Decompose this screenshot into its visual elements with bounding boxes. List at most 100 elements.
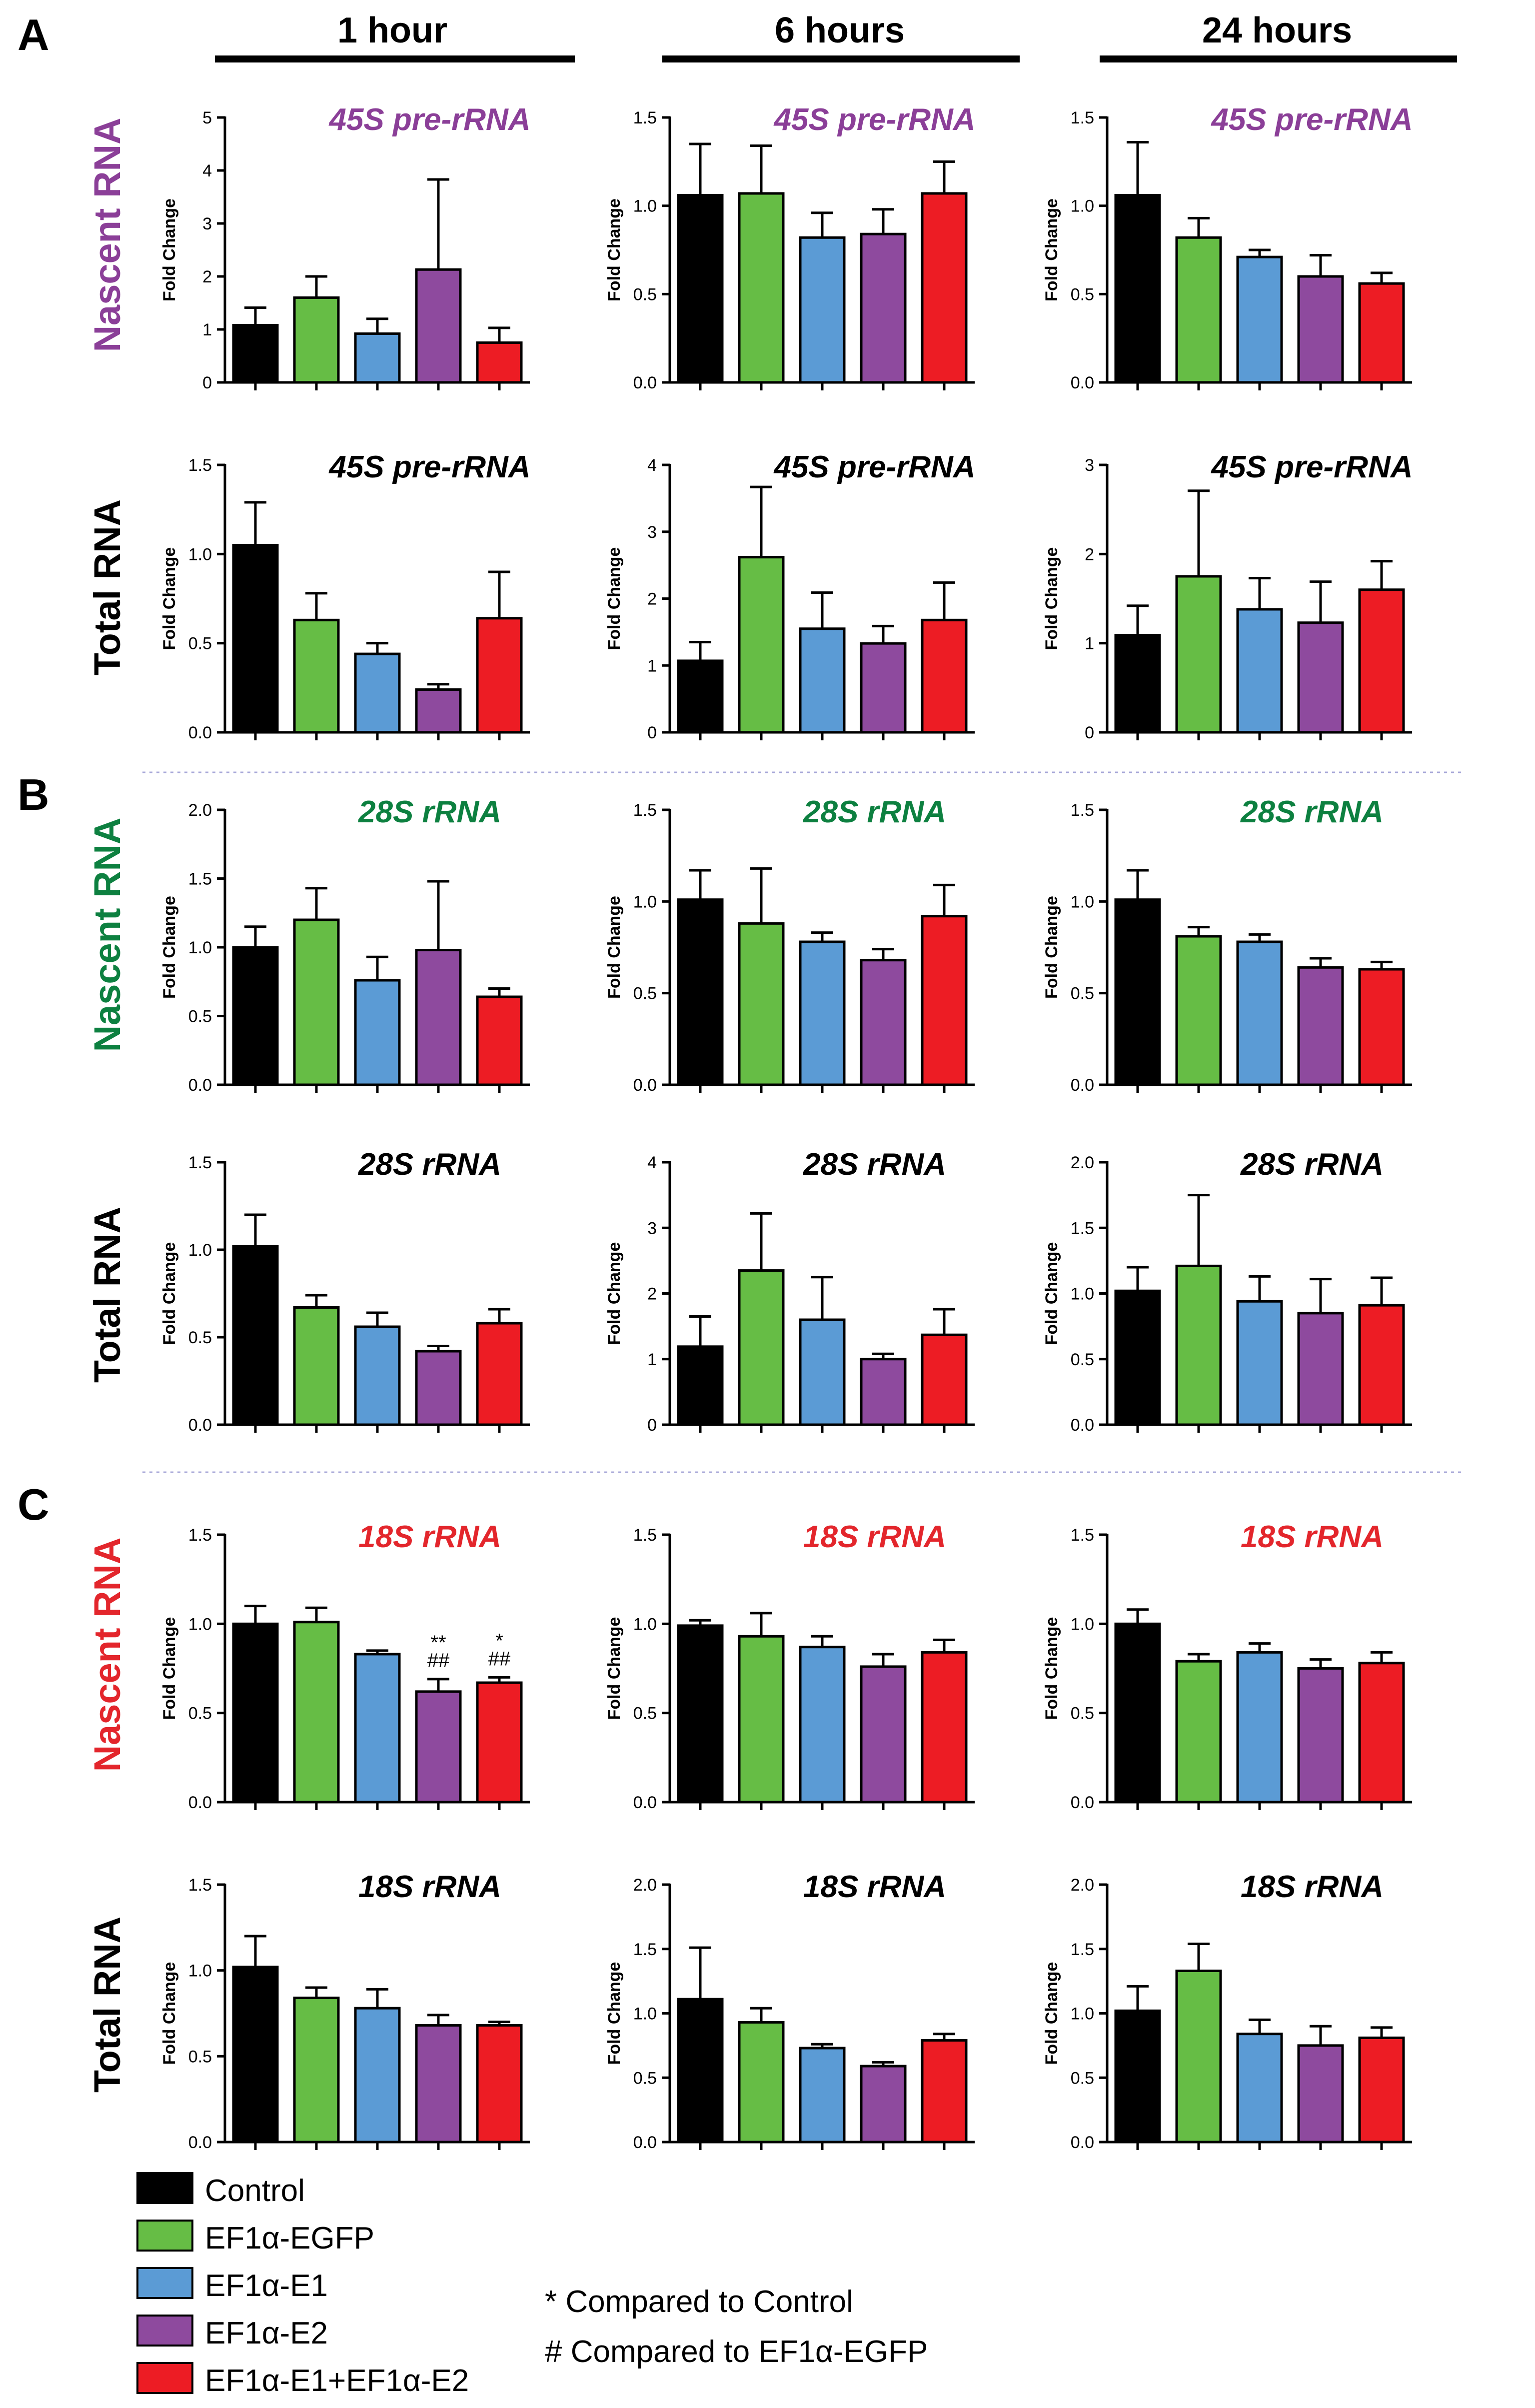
bar-ef1-e2 [860, 959, 907, 1086]
bar-ef1-e1 [1236, 2033, 1283, 2144]
y-tick-label: 0.0 [1071, 1416, 1094, 1435]
legend-swatch [136, 2362, 193, 2394]
bar-ef1-e2 [1297, 966, 1344, 1086]
y-tick-label: 2 [1085, 545, 1094, 564]
bar-ef1-egfp [1175, 1264, 1222, 1426]
bar-ef1-e1-ef1-e2 [476, 995, 523, 1086]
y-tick-label: 3 [647, 1219, 657, 1238]
chart-12: 0.0 0.5 1.0 1.5 2.0 Fold Change 28S rRNA [1042, 1147, 1412, 1435]
bar-control [677, 659, 724, 734]
legend: Control EF1α-EGFP EF1α-E1 EF1α-E2 EF1α-E1+EF… [136, 2172, 928, 2398]
y-tick-label: 0.5 [633, 1704, 657, 1723]
bar-ef1-e2 [415, 949, 462, 1086]
chart-title: 18S rRNA [358, 1870, 501, 1904]
y-tick-label: 1.5 [1071, 108, 1094, 127]
chart-7: 0.0 0.5 1.0 1.5 2.0 Fold Change 28S rRNA [160, 795, 530, 1095]
bar-ef1-e1 [799, 2047, 846, 2144]
y-tick-label: 1.5 [1071, 801, 1094, 820]
bar-control [1114, 634, 1161, 734]
bar-ef1-e1 [799, 940, 846, 1086]
bar-ef1-e1-ef1-e2 [1358, 2036, 1405, 2144]
y-tick-label: 0.5 [1071, 2069, 1094, 2088]
bar-control [677, 1624, 724, 1804]
bar-ef1-egfp [738, 1635, 785, 1804]
y-tick-label: 1.5 [188, 1526, 212, 1545]
bar-ef1-e2 [860, 1665, 907, 1804]
bar-ef1-egfp [293, 1621, 340, 1804]
y-tick-label: 1.0 [188, 938, 212, 957]
chart-title: 45S pre-rRNA [328, 102, 530, 137]
bar-ef1-e1 [354, 1325, 401, 1426]
bar-control [232, 946, 279, 1086]
bar-ef1-e1 [1236, 255, 1283, 384]
chart-title: 45S pre-rRNA [1210, 450, 1413, 484]
time-header-1: 1 hour [337, 10, 447, 50]
bar-ef1-egfp [738, 556, 785, 734]
y-tick-label: 1.0 [1071, 892, 1094, 911]
y-tick-label: 2.0 [633, 1876, 657, 1895]
y-tick-label: 1.5 [188, 1876, 212, 1895]
bar-ef1-e2 [1297, 1312, 1344, 1426]
bar-ef1-e1-ef1-e2 [476, 617, 523, 734]
y-tick-label: 1.5 [633, 1940, 657, 1959]
chart-title: 45S pre-rRNA [1210, 102, 1413, 137]
bar-ef1-e1 [799, 1646, 846, 1804]
bar-ef1-egfp [293, 1997, 340, 2144]
legend-label: EF1α-EGFP [205, 2221, 374, 2256]
y-tick-label: 1 [202, 320, 212, 339]
bar-control [677, 1998, 724, 2144]
row-label-3: Nascent RNA [86, 818, 128, 1052]
bar-ef1-egfp [1175, 1660, 1222, 1804]
panel-letter-a: A [17, 10, 49, 59]
y-tick-label: 1.0 [1071, 197, 1094, 216]
bar-ef1-e1 [799, 627, 846, 734]
bar-ef1-e1-ef1-e2 [476, 1322, 523, 1426]
chart-title: 18S rRNA [358, 1520, 501, 1554]
y-tick-label: 0.5 [188, 634, 212, 653]
bar-control [677, 898, 724, 1086]
legend-swatch [136, 2267, 193, 2299]
y-tick-label: 2.0 [188, 801, 212, 820]
bar-ef1-e1-ef1-e2 [921, 1651, 968, 1804]
chart-title: 28S rRNA [358, 1147, 501, 1182]
y-tick-label: 2.0 [1071, 1876, 1094, 1895]
chart-title: 45S pre-rRNA [328, 450, 530, 484]
legend-label: Control [205, 2174, 305, 2208]
y-tick-label: 1.0 [633, 892, 657, 911]
bar-ef1-egfp [293, 918, 340, 1086]
bar-ef1-e1-ef1-e2 [921, 915, 968, 1086]
chart-title: 28S rRNA [803, 795, 946, 829]
y-tick-label: 0 [647, 723, 657, 742]
y-axis-label: Fold Change [605, 1242, 624, 1345]
y-tick-label: 1.5 [633, 1526, 657, 1545]
y-tick-label: 1.0 [188, 545, 212, 564]
bar-ef1-e1 [354, 652, 401, 734]
legend-label: EF1α-E2 [205, 2316, 328, 2351]
y-tick-label: 1 [647, 656, 657, 675]
y-tick-label: 1.5 [1071, 1526, 1094, 1545]
bar-ef1-e2 [860, 2065, 907, 2144]
bar-ef1-e1-ef1-e2 [921, 1333, 968, 1426]
y-tick-label: 0.0 [1071, 373, 1094, 392]
significance-marker: ** [430, 1632, 446, 1654]
panel-letter-c: C [17, 1480, 49, 1529]
y-tick-label: 5 [202, 108, 212, 127]
row-label-2: Total RNA [86, 499, 128, 675]
y-axis-label: Fold Change [1042, 198, 1061, 301]
bar-control [232, 1966, 279, 2144]
chart-title: 28S rRNA [358, 795, 501, 829]
chart-title: 18S rRNA [803, 1520, 946, 1554]
bar-ef1-e1 [354, 2007, 401, 2144]
bar-control [232, 324, 279, 384]
y-tick-label: 1.0 [633, 197, 657, 216]
row-label-4: Total RNA [86, 1207, 128, 1383]
bar-control [677, 1345, 724, 1426]
y-tick-label: 4 [647, 456, 657, 475]
bar-ef1-egfp [1175, 575, 1222, 734]
y-axis-label: Fold Change [160, 198, 179, 301]
chart-2: 0.0 0.5 1.0 1.5 Fold Change 45S pre-rRNA [605, 102, 976, 392]
y-tick-label: 0.0 [633, 373, 657, 392]
y-axis-label: Fold Change [160, 1617, 179, 1720]
